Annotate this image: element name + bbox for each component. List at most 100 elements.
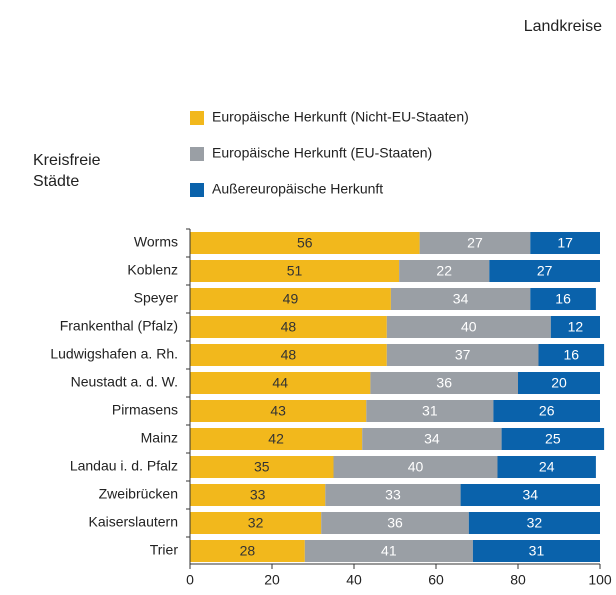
- y-tick-label: Koblenz: [127, 262, 178, 278]
- bar-segment: [190, 316, 387, 338]
- y-tick-label: Trier: [150, 542, 179, 558]
- legend-label: Außereuropäische Herkunft: [212, 181, 383, 197]
- value-label: 27: [537, 263, 553, 279]
- x-tick-label: 80: [510, 572, 526, 588]
- bar-segment: [472, 540, 600, 562]
- bar-segment: [366, 400, 494, 422]
- value-label: 33: [250, 487, 266, 503]
- value-label: 33: [385, 487, 401, 503]
- value-label: 56: [297, 235, 313, 251]
- bar-segment: [497, 456, 596, 478]
- value-label: 36: [436, 375, 452, 391]
- x-tick-label: 60: [428, 572, 444, 588]
- value-label: 35: [254, 459, 270, 475]
- bar-segment: [362, 428, 502, 450]
- value-label: 40: [408, 459, 424, 475]
- bar-segment: [386, 344, 539, 366]
- value-label: 31: [529, 543, 545, 559]
- value-label: 20: [551, 375, 567, 391]
- bar-segment: [304, 540, 473, 562]
- value-label: 16: [564, 347, 580, 363]
- value-label: 22: [436, 263, 452, 279]
- value-label: 34: [523, 487, 539, 503]
- bar-segment: [538, 344, 605, 366]
- bar-segment: [190, 288, 391, 310]
- bar-segment: [333, 456, 498, 478]
- bar-segment: [493, 400, 600, 422]
- y-tick-label: Landau i. d. Pfalz: [70, 458, 178, 474]
- value-label: 49: [283, 291, 299, 307]
- legend-swatch: [190, 147, 204, 161]
- bar-segment: [386, 316, 551, 338]
- y-tick-label: Kaiserslautern: [89, 514, 179, 530]
- bar-segment: [190, 484, 326, 506]
- value-label: 31: [422, 403, 438, 419]
- y-tick-label: Zweibrücken: [99, 486, 178, 502]
- value-label: 48: [281, 319, 297, 335]
- bar-segment: [190, 232, 420, 254]
- bar-segment: [190, 512, 322, 534]
- bar-segment: [489, 260, 600, 282]
- bar-segment: [190, 456, 334, 478]
- y-tick-label: Ludwigshafen a. Rh.: [50, 346, 178, 362]
- value-label: 26: [539, 403, 555, 419]
- bar-segment: [190, 344, 387, 366]
- value-label: 32: [248, 515, 264, 531]
- bar-segment: [530, 232, 600, 254]
- value-label: 34: [424, 431, 440, 447]
- annotation: Landkreise: [523, 18, 602, 35]
- bar-segment: [419, 232, 531, 254]
- value-label: 43: [270, 403, 286, 419]
- value-label: 36: [387, 515, 403, 531]
- legend-label: Europäische Herkunft (Nicht-EU-Staaten): [212, 109, 469, 125]
- value-label: 42: [268, 431, 284, 447]
- value-label: 41: [381, 543, 397, 559]
- bar-segment: [399, 260, 490, 282]
- value-label: 40: [461, 319, 477, 335]
- bar-segment: [190, 372, 371, 394]
- value-label: 48: [281, 347, 297, 363]
- value-label: 24: [539, 459, 555, 475]
- value-label: 12: [568, 319, 584, 335]
- value-label: 28: [240, 543, 256, 559]
- bar-segment: [321, 512, 469, 534]
- x-tick-label: 40: [346, 572, 362, 588]
- y-tick-label: Worms: [134, 234, 178, 250]
- value-label: 34: [453, 291, 469, 307]
- y-tick-label: Speyer: [134, 290, 179, 306]
- bar-segment: [190, 540, 305, 562]
- legend-swatch: [190, 183, 204, 197]
- value-label: 27: [467, 235, 483, 251]
- legend-swatch: [190, 111, 204, 125]
- value-label: 32: [527, 515, 543, 531]
- bar-segment: [501, 428, 605, 450]
- legend-label: Europäische Herkunft (EU-Staaten): [212, 145, 432, 161]
- bar-segment: [325, 484, 461, 506]
- value-label: 17: [557, 235, 573, 251]
- value-label: 25: [545, 431, 561, 447]
- bar-segment: [190, 428, 363, 450]
- y-tick-label: Mainz: [141, 430, 178, 446]
- x-tick-label: 0: [186, 572, 194, 588]
- bar-segment: [550, 316, 600, 338]
- value-label: 51: [287, 263, 303, 279]
- bar-segment: [190, 260, 400, 282]
- x-tick-label: 20: [264, 572, 280, 588]
- value-label: 37: [455, 347, 471, 363]
- bar-segment: [390, 288, 531, 310]
- bar-segment: [518, 372, 600, 394]
- bar-segment: [460, 484, 600, 506]
- bar-segment: [530, 288, 596, 310]
- y-tick-label: Pirmasens: [112, 402, 178, 418]
- value-label: 44: [272, 375, 288, 391]
- annotation: Kreisfreie Städte: [33, 152, 101, 190]
- bar-segment: [370, 372, 518, 394]
- bar-segment: [190, 400, 367, 422]
- y-tick-label: Neustadt a. d. W.: [71, 374, 178, 390]
- bar-segment: [468, 512, 600, 534]
- x-tick-label: 100: [588, 572, 612, 588]
- y-tick-label: Frankenthal (Pfalz): [60, 318, 178, 334]
- value-label: 16: [555, 291, 571, 307]
